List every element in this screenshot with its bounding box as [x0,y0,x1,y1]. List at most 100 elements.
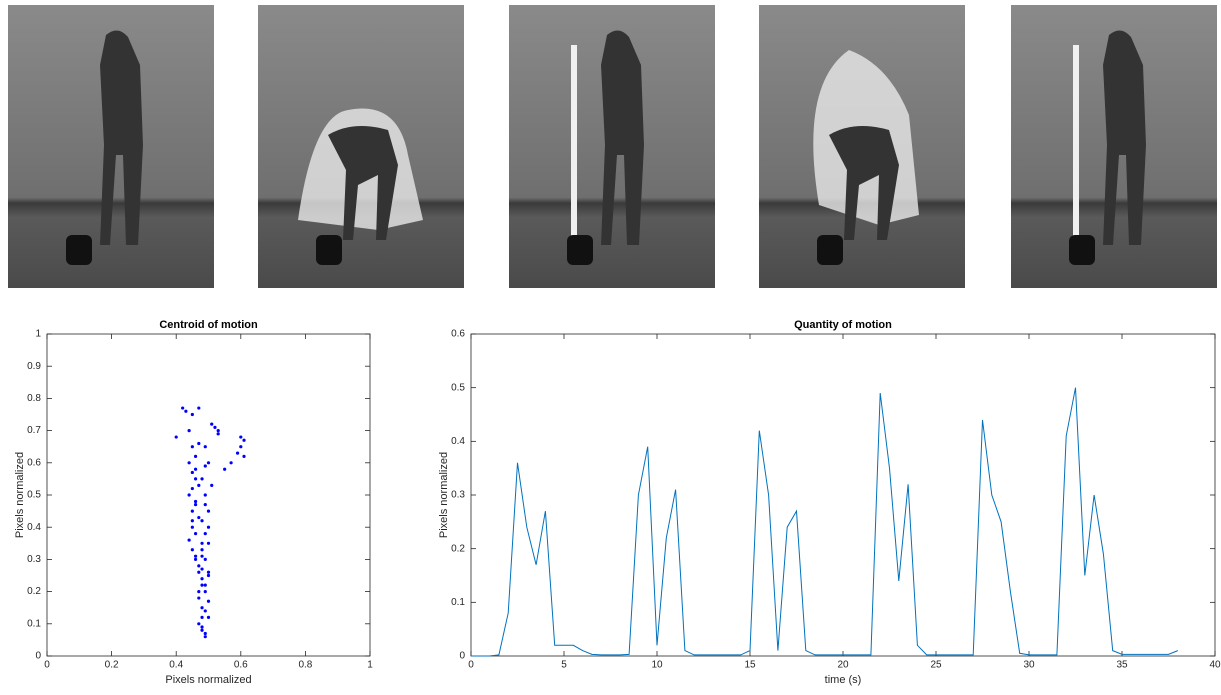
scatter-point [206,615,211,619]
scatter-point [193,503,198,507]
x-tick-label: 0.2 [105,660,119,671]
scatter-point [200,541,204,545]
x-tick-label: 25 [930,660,942,671]
scatter-point [190,509,194,513]
y-tick-label: 0.1 [27,618,41,629]
scatter-point [190,470,194,475]
x-tick-label: 1 [367,660,373,671]
scatter-point [239,435,243,439]
scatter-point [193,467,198,471]
scatter-point [203,557,207,562]
y-tick-label: 0.4 [451,436,465,447]
scatter-point [242,438,246,442]
scatter-point [242,454,246,458]
x-tick-label: 5 [561,660,567,671]
scatter-point [197,483,201,487]
y-tick-label: 0.6 [451,329,465,340]
scatter-point [197,441,201,446]
scatter-point [190,486,194,491]
scatter-point [181,406,185,410]
scatter-point [200,554,204,558]
scatter-point [200,567,204,571]
x-axis-label: time (s) [825,674,862,686]
scatter-point [210,483,214,487]
y-tick-label: 1 [35,329,41,340]
person [829,126,899,240]
y-tick-label: 0.8 [27,393,41,404]
y-tick-label: 0.3 [27,554,41,565]
scatter-point [187,493,191,497]
photo [8,5,214,288]
plot-area [470,333,1216,657]
y-axis-label: Pixels normalized [14,452,26,538]
chart-title: Quantity of motion [794,319,892,331]
chart-title: Centroid of motion [159,319,258,331]
scatter-point [206,573,211,578]
scatter-point [203,590,207,594]
y-tick-label: 0 [459,651,465,662]
speaker [316,235,342,265]
scatter-point [184,409,188,413]
scatter-point [174,435,178,439]
x-tick-label: 0 [44,660,50,671]
y-tick-label: 0.5 [27,490,41,501]
scatter-point [200,583,204,587]
y-tick-label: 0.5 [451,382,465,393]
scatter-point [203,532,207,536]
scatter-point [203,631,207,636]
scatter-point [197,596,201,600]
y-axis-label: Pixels normalized [438,452,450,538]
data-line [471,387,1178,657]
scatter-point [197,515,201,520]
x-tick-label: 30 [1023,660,1035,671]
scatter-point [190,445,194,449]
scatter-point [229,461,233,465]
y-tick-label: 0.2 [27,586,41,597]
scatter-point [197,570,201,574]
scatter-point [200,628,204,632]
scatter-point [203,445,207,449]
person [1103,30,1146,246]
scatter-point [203,503,207,507]
scatter-point [193,557,198,562]
y-tick-label: 0.6 [27,457,41,468]
y-tick-label: 0.1 [451,597,465,608]
scatter-point [193,499,198,504]
y-tick-label: 0.4 [27,522,41,533]
y-tick-label: 0.3 [451,490,465,501]
x-tick-label: 20 [837,660,849,671]
y-tick-label: 0.2 [451,543,465,554]
speaker [1069,235,1095,265]
x-tick-label: 15 [744,660,756,671]
plot-area [46,333,371,657]
x-tick-label: 40 [1209,660,1221,671]
motion-trail [1073,45,1079,245]
speaker [567,235,593,265]
x-tick-label: 35 [1116,660,1128,671]
scatter-point [193,454,198,458]
scatter-point [193,532,198,536]
scatter-point [200,625,204,629]
scatter-point [203,635,207,639]
scatter-point [197,622,201,626]
photo [509,5,715,288]
scatter-point [203,464,207,468]
x-tick-label: 0.6 [234,660,248,671]
x-tick-label: 0 [468,660,474,671]
scatter-point [203,493,207,497]
scatter-point [190,519,194,523]
scatter-point [193,477,198,481]
scatter-point [190,548,194,552]
scatter-point [223,467,227,471]
scatter-point [197,590,201,594]
scatter-point [203,583,207,587]
scatter-point [206,509,211,513]
scatter-point [206,461,211,465]
photo [258,5,464,288]
scatter-point [187,429,191,433]
scatter-point [203,609,207,613]
scatter-point [200,615,204,619]
scatter-point [206,599,211,603]
scatter-point [200,519,204,523]
